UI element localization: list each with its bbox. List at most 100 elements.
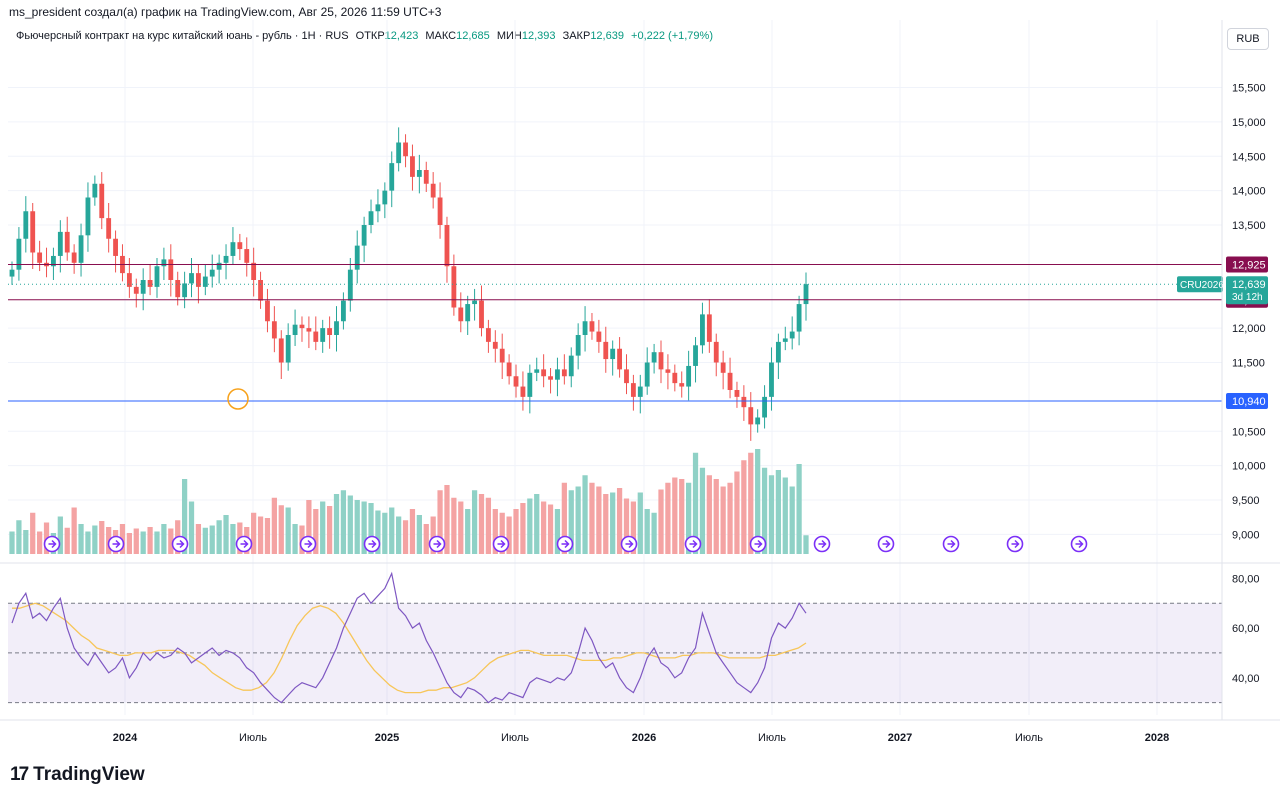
volume-bar (485, 497, 492, 554)
volume-bar (181, 479, 188, 554)
candle-body (700, 314, 705, 346)
candle-body (92, 183, 98, 198)
candle-body (189, 273, 194, 284)
low-value: 12,393 (521, 30, 556, 42)
candle-body (340, 300, 346, 322)
arrow-glyph (689, 539, 698, 549)
candle-body (527, 372, 533, 397)
candle-body (444, 225, 450, 267)
price-chart[interactable]: 15,500 15,000 14,500 14,000 13,500 12,000 11,5… (0, 0, 1280, 760)
volume-bar (465, 509, 471, 554)
candle-body (610, 348, 616, 360)
volume-bar (264, 518, 271, 554)
volume-bar (582, 475, 588, 554)
logo-text: TradingView (33, 764, 145, 785)
volume-bar (423, 524, 429, 554)
volume-bar (692, 452, 699, 554)
candle-body (258, 280, 263, 301)
volume-bar (589, 482, 595, 554)
volume-bar (720, 486, 726, 554)
candle-body (472, 300, 478, 305)
candle-body (361, 225, 367, 246)
volume-bar (396, 516, 402, 554)
arrow-glyph (818, 539, 827, 549)
price-axis-tick-label: 12,000 (1232, 323, 1266, 335)
candle-body (672, 372, 678, 384)
volume-bar (168, 528, 174, 554)
time-axis-tick-label: Июль (758, 732, 786, 744)
volume-bar (775, 470, 782, 554)
candle-body (396, 142, 402, 164)
volume-bar (154, 531, 160, 554)
volume-bar (748, 452, 754, 554)
volume-bar (679, 479, 685, 554)
candle-body (693, 345, 698, 366)
volume-bar (340, 490, 347, 554)
candle-body (451, 266, 457, 308)
currency-button[interactable]: RUB (1227, 28, 1269, 50)
candle-body (423, 170, 429, 184)
volume-bar (140, 531, 146, 554)
volume-bar (188, 501, 195, 554)
candle-body (485, 328, 491, 342)
candle-body (251, 262, 257, 280)
time-axis-tick-label: Июль (1015, 732, 1043, 744)
candle-body (513, 376, 519, 387)
level-price-label: 12,925 (1232, 260, 1266, 272)
volume-bar (644, 509, 650, 554)
candle-body (265, 300, 270, 322)
candle-body (389, 163, 395, 191)
volume-bar (9, 531, 15, 554)
candle-body (85, 197, 91, 236)
candle-body (568, 355, 574, 377)
candle-body (375, 204, 381, 212)
volume-bar (686, 482, 692, 554)
volume-bar (30, 512, 36, 554)
time-axis-tick-label: Июль (239, 732, 267, 744)
symbol-title: Фьючерсный контракт на курс китайский юа… (16, 30, 349, 42)
arrow-glyph (1011, 539, 1020, 549)
candle-body (658, 352, 664, 370)
volume-bar (658, 489, 664, 554)
price-axis-tick-label: 9,000 (1232, 529, 1260, 541)
arrow-glyph (625, 539, 634, 549)
volume-bar (333, 494, 340, 554)
volume-bar (23, 530, 29, 554)
low-label: МИН (496, 30, 522, 42)
price-axis-tick-label: 15,500 (1232, 83, 1266, 95)
candle-body (278, 338, 284, 363)
volume-bar (741, 460, 747, 554)
volume-bar (92, 525, 98, 554)
volume-bar (755, 449, 761, 554)
candle-body (637, 386, 643, 397)
volume-bar (313, 509, 319, 554)
volume-bar (803, 535, 809, 554)
candle-body (679, 383, 685, 387)
candle-body (555, 369, 560, 380)
volume-bar (623, 498, 630, 554)
candle-body (775, 341, 781, 363)
rsi-ma-line (12, 602, 807, 694)
candle-body (126, 273, 132, 287)
volume-bar (354, 500, 360, 554)
volume-bar (761, 467, 768, 554)
candle-body (106, 218, 112, 239)
candle-body (182, 283, 188, 298)
candle-body (64, 231, 70, 253)
candle-body (147, 280, 153, 287)
candle-body (603, 341, 609, 360)
volume-bar (541, 501, 547, 554)
volume-bar (506, 516, 512, 554)
symbol-tag-label: CRU2026 (1180, 280, 1224, 291)
volume-bar (409, 509, 416, 554)
volume-bar (195, 524, 202, 554)
candle-body (782, 338, 788, 342)
arrow-glyph (304, 539, 313, 549)
tradingview-logo[interactable]: 17 TradingView (10, 764, 145, 786)
volume-bar (651, 512, 657, 554)
time-axis-tick-label: Июль (501, 732, 529, 744)
candle-body (285, 335, 291, 363)
volume-bar (568, 490, 574, 554)
volume-bar (71, 507, 77, 554)
rsi-axis-tick-label: 40,00 (1232, 673, 1260, 685)
